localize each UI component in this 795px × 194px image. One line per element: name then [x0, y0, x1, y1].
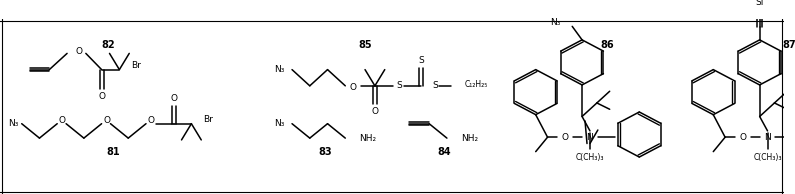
Text: 86: 86 — [600, 40, 614, 50]
Text: O: O — [371, 107, 378, 116]
Text: N₃: N₃ — [550, 18, 560, 27]
Text: NH₂: NH₂ — [461, 134, 478, 143]
Text: O: O — [59, 116, 66, 126]
Text: 87: 87 — [782, 40, 795, 50]
Text: N₃: N₃ — [8, 119, 18, 128]
Text: Br: Br — [204, 115, 213, 124]
Text: NH₂: NH₂ — [359, 134, 376, 143]
Text: 85: 85 — [359, 40, 372, 50]
Text: N: N — [764, 133, 771, 142]
Text: O: O — [562, 133, 568, 142]
Text: S: S — [397, 81, 402, 90]
Text: O: O — [739, 133, 747, 142]
Text: N: N — [587, 133, 593, 142]
Text: O: O — [103, 116, 110, 126]
Text: O: O — [98, 92, 105, 101]
Text: S: S — [418, 56, 425, 65]
Text: C(CH₃)₃: C(CH₃)₃ — [754, 153, 781, 162]
Text: 84: 84 — [437, 147, 451, 157]
Text: Si: Si — [755, 0, 764, 7]
Text: O: O — [76, 47, 83, 56]
Text: N₃: N₃ — [274, 65, 285, 74]
Text: O: O — [350, 83, 357, 92]
Text: 81: 81 — [107, 147, 120, 157]
Text: C(CH₃)₃: C(CH₃)₃ — [576, 153, 604, 162]
Text: Br: Br — [131, 61, 141, 70]
Text: N₃: N₃ — [274, 119, 285, 128]
Text: S: S — [432, 81, 438, 90]
Text: C₁₂H₂₅: C₁₂H₂₅ — [464, 81, 488, 89]
Text: O: O — [147, 116, 154, 126]
Text: O: O — [170, 94, 177, 103]
Text: 83: 83 — [319, 147, 332, 157]
Text: 82: 82 — [102, 40, 115, 50]
